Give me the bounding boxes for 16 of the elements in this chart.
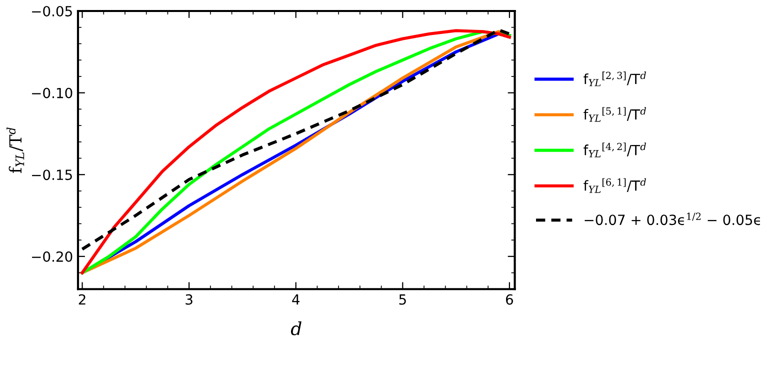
x-tick-label: 3 bbox=[186, 294, 192, 305]
x-tick-label: 6 bbox=[506, 294, 514, 305]
y-tick-label: −0.10 bbox=[32, 88, 72, 98]
x-tick-label: 4 bbox=[292, 294, 300, 305]
legend-label: f$_{YL}$$^{[6,1]}$/T$^{d}$ bbox=[584, 178, 646, 193]
legend-label: −0.07 + 0.03ϵ$^{1/2}$ − 0.05ϵ bbox=[584, 212, 760, 226]
legend-label: f$_{YL}$$^{[5,1]}$/T$^{d}$ bbox=[584, 107, 646, 122]
y-tick-label: −0.15 bbox=[32, 170, 72, 180]
x-tick-label: 2 bbox=[78, 294, 86, 305]
y-tick-label: −0.05 bbox=[32, 6, 72, 16]
x-axis-title: d bbox=[290, 321, 302, 336]
y-tick-label: −0.20 bbox=[32, 251, 72, 262]
legend-label: f$_{YL}$$^{[4,2]}$/T$^{d}$ bbox=[584, 142, 646, 158]
x-tick-label: 5 bbox=[399, 294, 406, 305]
y-axis-title: f$_{YL}$/T$^{d}$ bbox=[6, 127, 24, 173]
legend-label: f$_{YL}$$^{[2,3]}$/T$^{d}$ bbox=[584, 72, 646, 86]
